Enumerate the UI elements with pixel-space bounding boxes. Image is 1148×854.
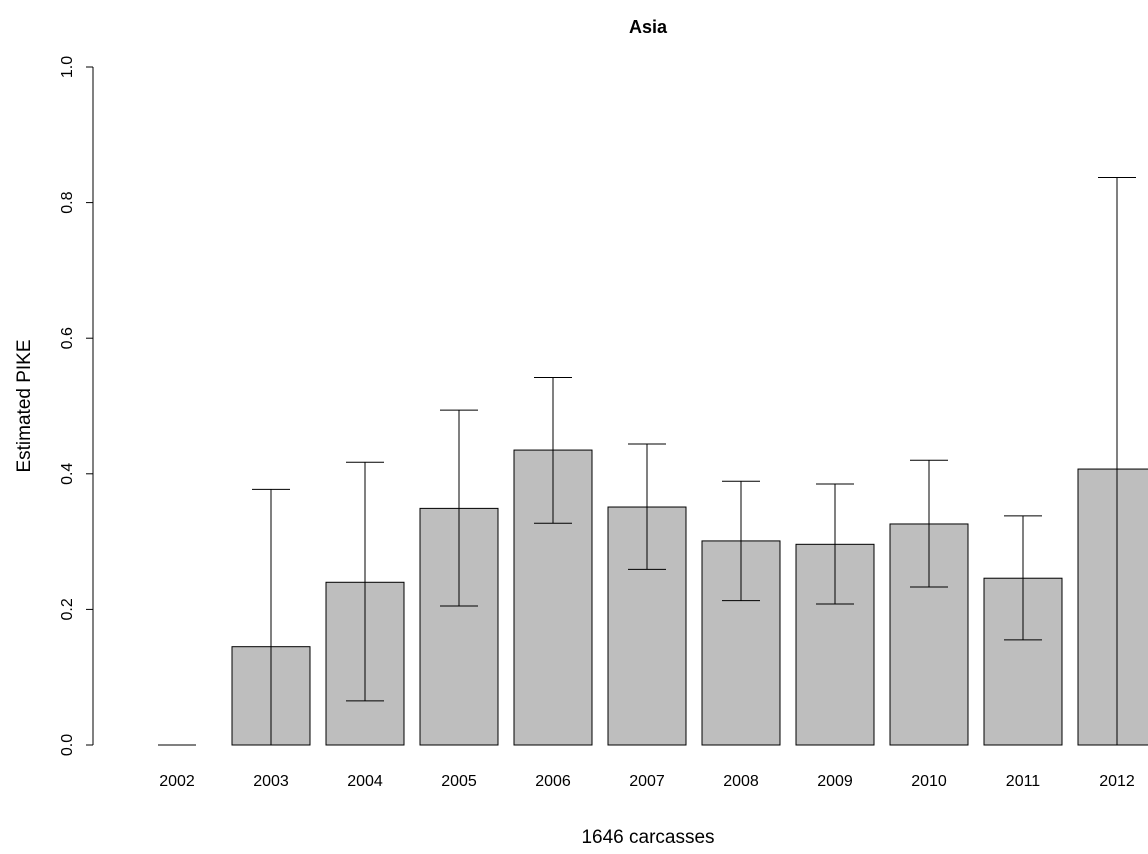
x-tick-label: 2008 — [723, 773, 759, 790]
y-axis-label: Estimated PIKE — [14, 339, 35, 472]
y-tick-label: 0.2 — [59, 598, 76, 620]
x-tick-label: 2006 — [535, 773, 571, 790]
bar — [795, 543, 875, 746]
x-tick-label: 2011 — [1006, 773, 1041, 790]
x-tick-label: 2003 — [253, 773, 289, 790]
error-bars-group — [158, 177, 1136, 746]
y-axis: 0.0 0.2 0.4 0.6 0.8 1.0 — [59, 56, 94, 756]
y-tick-label: 0.8 — [59, 191, 76, 213]
y-tick-label: 0.0 — [59, 734, 76, 756]
x-tick-label: 2010 — [911, 773, 947, 790]
x-tick-label: 2004 — [347, 773, 383, 790]
x-tick-label: 2012 — [1099, 773, 1135, 790]
y-tick-label: 0.6 — [59, 327, 76, 349]
x-axis-label: 1646 carcasses — [581, 827, 714, 848]
bar — [1077, 468, 1148, 746]
x-tick-label: 2002 — [159, 773, 195, 790]
y-tick-label: 1.0 — [59, 56, 76, 78]
x-tick-label: 2007 — [629, 773, 665, 790]
x-tick-label: 2009 — [817, 773, 853, 790]
chart-title: Asia — [629, 17, 668, 37]
x-tick-labels-group: 2002 2003 2004 2005 2006 2007 2008 2009 2010 2011… — [159, 773, 1135, 790]
x-tick-label: 2005 — [441, 773, 477, 790]
y-tick-label: 0.4 — [59, 463, 76, 485]
